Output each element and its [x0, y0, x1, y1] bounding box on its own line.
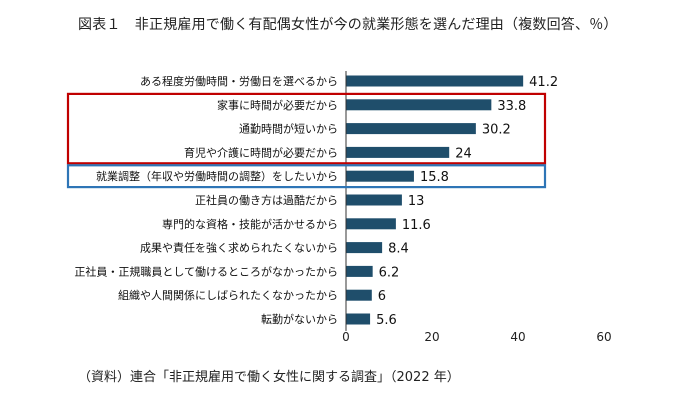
data-label: 24 [455, 146, 472, 161]
category-label: 通勤時間が短いから [239, 122, 338, 136]
bar [346, 289, 372, 301]
data-label: 13 [408, 194, 425, 209]
data-label: 5.6 [376, 313, 397, 328]
bar [346, 313, 371, 325]
data-label: 30.2 [482, 123, 511, 138]
x-tick-label: 20 [424, 330, 439, 344]
data-label: 6 [378, 289, 386, 304]
x-tick-label: 40 [510, 330, 525, 344]
category-label: 家事に時間が必要だから [217, 98, 338, 112]
source-note: （資料）連合「非正規雇用で働く女性に関する調査」（2022 年） [78, 370, 460, 385]
bar [346, 194, 402, 206]
data-label: 8.4 [388, 242, 409, 257]
category-label: ある程度労働時間・労働日を選べるから [140, 74, 338, 88]
category-label: 組織や人間関係にしばられたくなかったから [118, 289, 338, 302]
bar [346, 265, 373, 277]
bar [346, 218, 396, 230]
bar [346, 242, 383, 254]
bar [346, 123, 476, 135]
bar [346, 99, 492, 111]
category-label: 正社員の働き方は過酷だから [195, 193, 338, 207]
category-label: 正社員・正規職員として働けるところがなかったから [74, 264, 338, 278]
data-label: 11.6 [402, 218, 431, 233]
x-tick-label: 60 [596, 330, 611, 344]
category-label: 専門的な資格・技能が活かせるから [162, 217, 338, 231]
highlight-box [66, 92, 547, 165]
x-tick-label: 0 [342, 330, 350, 344]
category-label: 成果や責任を強く求められたくないから [140, 241, 338, 255]
bar [346, 75, 524, 87]
category-label: 育児や介護に時間が必要だから [184, 145, 338, 159]
category-label: 転勤がないから [261, 312, 338, 326]
data-label: 15.8 [420, 170, 449, 185]
chart-title: 図表１ 非正規雇用で働く有配偶女性が今の就業形態を選んだ理由（複数回答、％） [78, 17, 618, 33]
category-label: 就業調整（年収や労働時間の調整）をしたいから [96, 169, 338, 183]
bar [346, 146, 450, 158]
data-label: 6.2 [379, 265, 400, 280]
data-label: 41.2 [529, 75, 558, 90]
highlight-box [66, 164, 547, 189]
bar [346, 170, 414, 182]
data-label: 33.8 [497, 99, 526, 114]
